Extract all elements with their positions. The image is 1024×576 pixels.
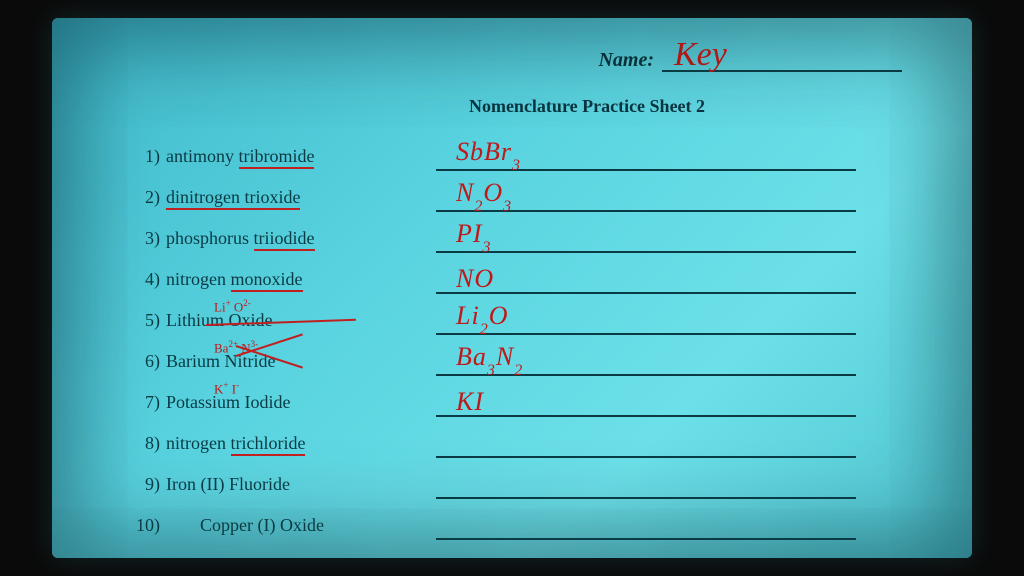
question-number: 3) bbox=[132, 228, 166, 253]
question-number: 1) bbox=[132, 146, 166, 171]
question-prompt: Copper (I) Oxide bbox=[166, 515, 426, 540]
question-prompt: nitrogen monoxide bbox=[166, 269, 426, 294]
question-row: 4)nitrogen monoxide NO bbox=[132, 254, 922, 294]
underlined-term: monoxide bbox=[231, 269, 303, 292]
ion-annotation: K+ I- bbox=[214, 380, 239, 397]
answer-blank: SbBr3 bbox=[436, 139, 856, 171]
answer-blank: KI bbox=[436, 385, 856, 417]
strike-mark bbox=[206, 319, 356, 326]
name-underline: Key bbox=[662, 44, 902, 72]
answer-blank bbox=[436, 549, 856, 558]
question-prompt: Potassium IodideK+ I- bbox=[166, 392, 426, 417]
underlined-term: triiodide bbox=[254, 228, 315, 251]
question-list: 1)antimony tribromideSbBr32)dinitrogen t… bbox=[132, 131, 922, 558]
answer-text: N2O3 bbox=[456, 178, 512, 212]
question-prompt: Iron (II) Fluoride bbox=[166, 474, 426, 499]
answer-text: Ba3N2 bbox=[456, 342, 523, 376]
question-row: 5)Lithium OxideLi+ O2- Li2O bbox=[132, 295, 922, 335]
question-number: 5) bbox=[132, 310, 166, 335]
name-field: Name: Key bbox=[598, 44, 902, 72]
question-row: 11)Mercury (II) Bromide bbox=[132, 541, 922, 558]
worksheet-screen: Name: Key Nomenclature Practice Sheet 2 … bbox=[52, 18, 972, 558]
question-row: 3)phosphorus triiodide PI3 bbox=[132, 213, 922, 253]
question-row: 7)Potassium IodideK+ I- KI bbox=[132, 377, 922, 417]
question-number: 11) bbox=[132, 556, 166, 558]
worksheet-title: Nomenclature Practice Sheet 2 bbox=[252, 96, 922, 117]
name-value: Key bbox=[674, 36, 727, 74]
question-row: 9)Iron (II) Fluoride bbox=[132, 459, 922, 499]
answer-blank bbox=[436, 467, 856, 499]
question-prompt: dinitrogen trioxide bbox=[166, 187, 426, 212]
underlined-term: dinitrogen trioxide bbox=[166, 187, 300, 210]
question-row: 10)Copper (I) Oxide bbox=[132, 500, 922, 540]
answer-blank bbox=[436, 508, 856, 540]
question-prompt: Mercury (II) Bromide bbox=[166, 556, 426, 558]
question-number: 6) bbox=[132, 351, 166, 376]
question-row: 2)dinitrogen trioxide N2O3 bbox=[132, 172, 922, 212]
question-row: 1)antimony tribromide SbBr3 bbox=[132, 131, 922, 171]
answer-blank: Ba3N2 bbox=[436, 344, 856, 376]
question-prompt: Lithium OxideLi+ O2- bbox=[166, 310, 426, 335]
ion-annotation: Li+ O2- bbox=[214, 298, 251, 315]
question-number: 2) bbox=[132, 187, 166, 212]
answer-text: SbBr3 bbox=[456, 137, 521, 171]
question-number: 4) bbox=[132, 269, 166, 294]
name-label: Name: bbox=[598, 49, 654, 72]
question-number: 7) bbox=[132, 392, 166, 417]
answer-text: Li2O bbox=[456, 301, 508, 335]
answer-blank: N2O3 bbox=[436, 180, 856, 212]
question-number: 10) bbox=[132, 515, 166, 540]
question-number: 9) bbox=[132, 474, 166, 499]
answer-blank: Li2O bbox=[436, 303, 856, 335]
question-row: 6)Barium NitrideBa2+ N3- Ba3N2 bbox=[132, 336, 922, 376]
answer-blank: PI3 bbox=[436, 221, 856, 253]
question-prompt: Barium NitrideBa2+ N3- bbox=[166, 351, 426, 376]
question-prompt: phosphorus triiodide bbox=[166, 228, 426, 253]
strike-mark bbox=[236, 345, 303, 369]
underlined-term: tribromide bbox=[239, 146, 315, 169]
question-prompt: antimony tribromide bbox=[166, 146, 426, 171]
answer-blank: NO bbox=[436, 262, 856, 294]
underlined-term: trichloride bbox=[231, 433, 306, 456]
question-prompt: nitrogen trichloride bbox=[166, 433, 426, 458]
question-row: 8)nitrogen trichloride bbox=[132, 418, 922, 458]
answer-blank bbox=[436, 426, 856, 458]
answer-text: PI3 bbox=[456, 219, 492, 253]
answer-text: KI bbox=[456, 387, 484, 417]
answer-text: NO bbox=[456, 264, 494, 294]
question-number: 8) bbox=[132, 433, 166, 458]
